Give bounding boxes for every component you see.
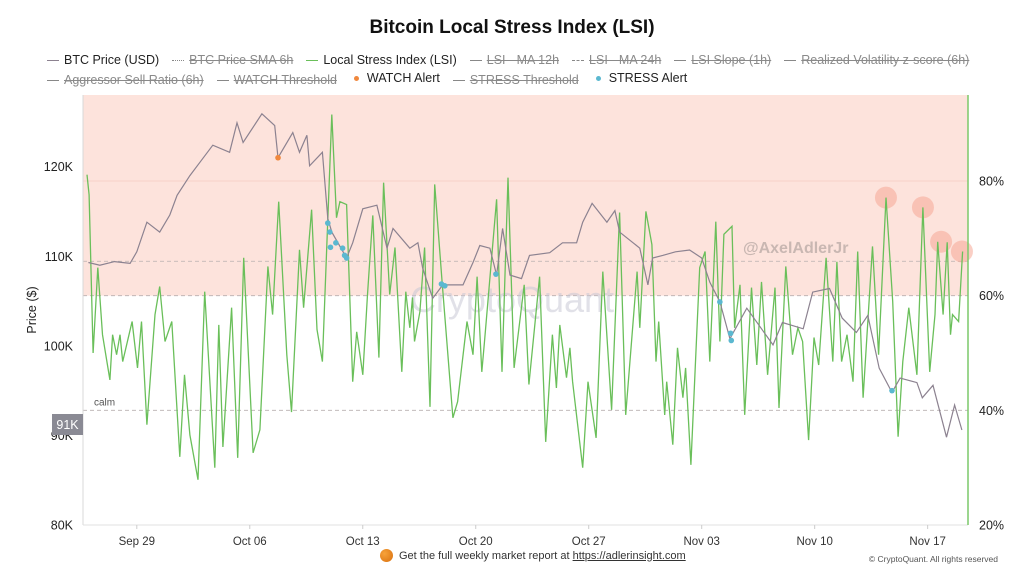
- legend-swatch-icon: [306, 60, 319, 61]
- legend-item[interactable]: LSI - MA 24h: [572, 52, 661, 69]
- legend-swatch-icon: [572, 60, 585, 61]
- highlighted-peak-marker: [930, 230, 953, 253]
- stress-alert-marker: [333, 240, 339, 246]
- chart-title: Bitcoin Local Stress Index (LSI): [369, 17, 655, 38]
- legend-swatch-icon: [353, 76, 359, 81]
- copyright: © CryptoQuant. All rights reserved: [868, 554, 998, 564]
- lsi-series-line: [86, 114, 964, 480]
- y-left-tick-label: 100K: [44, 339, 74, 353]
- y-left-tick-label: 110K: [45, 250, 74, 264]
- legend-item[interactable]: WATCH Threshold: [216, 72, 337, 89]
- legend-label: LSI - MA 12h: [486, 53, 560, 67]
- legend-swatch-icon: [469, 60, 482, 61]
- legend-label: WATCH Alert: [366, 71, 440, 85]
- y-right-tick-label: 40%: [979, 404, 1004, 418]
- current-price-badge: 91K: [52, 414, 83, 435]
- legend-item[interactable]: WATCH Alert: [350, 70, 440, 87]
- current-price-label: 91K: [56, 418, 79, 432]
- report-link[interactable]: https://adlerinsight.com: [572, 549, 686, 562]
- x-tick-label: Oct 06: [233, 536, 267, 548]
- y-left-tick-label: 80K: [51, 519, 74, 533]
- legend: BTC Price (USD) BTC Price SMA 6h Local Str…: [47, 49, 997, 89]
- stress-alert-marker: [493, 271, 499, 277]
- legend-item[interactable]: Realized Volatility z-score (6h): [784, 52, 969, 69]
- alert-markers: [275, 154, 895, 394]
- y-axis-label: Price ($): [25, 286, 39, 333]
- highlighted-peak-marker: [911, 196, 934, 219]
- stress-alert-marker: [343, 255, 350, 261]
- right-axis-ticks: 20% 40% 60% 80%: [979, 175, 1004, 533]
- legend-label: STRESS Threshold: [469, 73, 579, 87]
- stress-alert-marker: [324, 220, 331, 226]
- legend-swatch-icon: [784, 60, 797, 61]
- x-tick-label: Oct 27: [572, 536, 606, 548]
- legend-label: LSI Slope (1h): [691, 53, 772, 67]
- stress-alert-marker: [728, 337, 735, 344]
- reference-line-label: calm: [94, 397, 115, 408]
- watch-alert-marker: [275, 154, 281, 161]
- y-left-tick-label: 120K: [44, 160, 74, 174]
- legend-item[interactable]: LSI Slope (1h): [674, 52, 771, 69]
- x-tick-label: Oct 20: [459, 536, 493, 548]
- legend-swatch-icon: [452, 80, 465, 81]
- x-tick-label: Oct 13: [346, 536, 380, 548]
- legend-swatch-icon: [216, 80, 229, 81]
- y-right-tick-label: 20%: [979, 519, 1004, 533]
- legend-item[interactable]: LSI - MA 12h: [469, 52, 560, 69]
- legend-label: Aggressor Sell Ratio (6h): [64, 73, 204, 87]
- x-tick-label: Nov 17: [909, 536, 945, 548]
- legend-label: WATCH Threshold: [233, 73, 337, 87]
- legend-label: BTC Price SMA 6h: [189, 53, 294, 67]
- legend-item[interactable]: BTC Price SMA 6h: [172, 52, 293, 69]
- legend-swatch-icon: [172, 60, 185, 61]
- x-tick-label: Nov 03: [683, 536, 719, 548]
- legend-label: BTC Price (USD): [64, 53, 160, 67]
- legend-label: Local Stress Index (LSI): [323, 53, 457, 67]
- legend-item[interactable]: Aggressor Sell Ratio (6h): [47, 72, 204, 89]
- stress-alert-marker: [727, 330, 734, 337]
- watermark-author: @AxelAdlerJr: [743, 240, 848, 257]
- stress-zone: [83, 95, 968, 296]
- legend-label: LSI - MA 24h: [589, 53, 662, 67]
- legend-item[interactable]: Local Stress Index (LSI): [306, 52, 457, 69]
- stress-alert-marker: [327, 244, 334, 251]
- legend-swatch-icon: [595, 76, 601, 81]
- legend-item[interactable]: BTC Price (USD): [47, 52, 159, 69]
- legend-item[interactable]: STRESS Threshold: [452, 72, 579, 89]
- x-tick-label: Sep 29: [119, 536, 155, 548]
- legend-label: Realized Volatility z-score (6h): [801, 53, 970, 67]
- legend-label: STRESS Alert: [608, 71, 688, 85]
- orange-circle-icon: [380, 549, 393, 562]
- btc-price-series-line: [88, 112, 963, 438]
- y-right-tick-label: 80%: [979, 175, 1004, 189]
- y-right-tick-label: 60%: [979, 289, 1004, 303]
- legend-swatch-icon: [47, 60, 59, 61]
- legend-swatch-icon: [47, 80, 59, 81]
- stress-alert-marker: [889, 387, 895, 394]
- footer: Get the full weekly market report at htt…: [380, 549, 686, 562]
- footer-text: Get the full weekly market report at: [399, 549, 570, 562]
- legend-item[interactable]: STRESS Alert: [592, 70, 688, 87]
- stress-alert-marker: [327, 229, 333, 235]
- legend-swatch-icon: [674, 60, 687, 61]
- stress-alert-marker: [717, 299, 723, 305]
- x-axis-ticks: Sep 29 Oct 06 Oct 13 Oct 20 Oct 27 Nov 03 Nov …: [119, 525, 946, 548]
- reference-lines: calm: [83, 180, 968, 411]
- stress-alert-marker: [339, 245, 346, 251]
- stress-alert-marker: [442, 283, 448, 289]
- x-tick-label: Nov 10: [796, 536, 832, 548]
